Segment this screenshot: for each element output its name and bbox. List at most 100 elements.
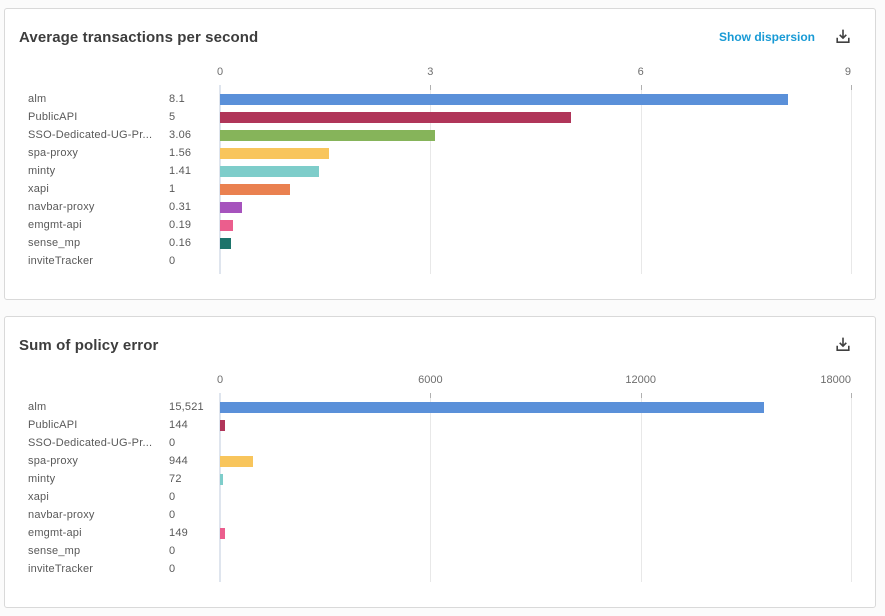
download-button[interactable] xyxy=(833,335,853,355)
dimension-label: minty xyxy=(28,165,56,177)
measure-value: 1.56 xyxy=(169,147,192,159)
chart-title: Average transactions per second xyxy=(19,28,259,46)
chart-card-avg-transactions: Average transactions per second Show dis… xyxy=(4,8,876,300)
chart-row: PublicAPI 5 xyxy=(28,108,851,126)
chart-body: 0 6000 12000 18000 alm 15,521 PublicAPI 144… xyxy=(5,374,875,582)
bar[interactable] xyxy=(220,129,435,141)
plot-region: 0 6000 12000 18000 alm 15,521 PublicAPI 144… xyxy=(28,374,852,582)
dimension-label: xapi xyxy=(28,183,49,195)
dimension-label: alm xyxy=(28,401,47,413)
axis-tickmark xyxy=(640,85,642,90)
x-tick-label: 6 xyxy=(637,66,644,78)
x-tick-label: 0 xyxy=(216,374,224,386)
header-actions xyxy=(833,335,853,355)
chart-row: inviteTracker 0 xyxy=(28,560,851,578)
chart-row: inviteTracker 0 xyxy=(28,252,851,270)
dimension-label: sense_mp xyxy=(28,237,81,249)
bar[interactable] xyxy=(220,455,254,467)
bar-track xyxy=(220,219,851,231)
bar-track xyxy=(220,111,851,123)
bar[interactable] xyxy=(220,473,223,485)
bar[interactable] xyxy=(220,419,226,431)
bar[interactable] xyxy=(220,183,291,195)
dimension-label: SSO-Dedicated-UG-Pr... xyxy=(28,129,153,141)
bar-track xyxy=(220,256,851,267)
grid-overlay xyxy=(219,85,852,274)
chart-row: navbar-proxy 0 xyxy=(28,506,851,524)
bar-track xyxy=(220,401,851,413)
bar[interactable] xyxy=(220,219,234,231)
bar-track xyxy=(220,129,851,141)
download-icon xyxy=(834,27,852,48)
dimension-label: navbar-proxy xyxy=(28,201,95,213)
chart-row: SSO-Dedicated-UG-Pr... 0 xyxy=(28,434,851,452)
bar[interactable] xyxy=(220,201,242,213)
dimension-label: inviteTracker xyxy=(28,563,94,575)
x-tick-label: 9 xyxy=(844,66,851,78)
gridline xyxy=(430,85,432,274)
bar[interactable] xyxy=(220,147,330,159)
bar-track xyxy=(220,438,851,449)
show-dispersion-link[interactable]: Show dispersion xyxy=(718,30,815,44)
chart-header: Sum of policy error xyxy=(5,317,875,356)
measure-value: 0 xyxy=(169,509,176,521)
chart-row: spa-proxy 1.56 xyxy=(28,144,851,162)
chart-row: xapi 0 xyxy=(28,488,851,506)
header-actions: Show dispersion xyxy=(719,27,853,47)
dimension-label: PublicAPI xyxy=(28,111,78,123)
dimension-label: PublicAPI xyxy=(28,419,78,431)
chart-body: 0 3 6 9 alm 8.1 PublicAPI 5 SSO-Dedicated-U… xyxy=(5,66,875,274)
bar-track xyxy=(220,564,851,575)
gridline xyxy=(640,85,642,274)
bar[interactable] xyxy=(220,527,226,539)
axis-baseline xyxy=(219,85,221,274)
x-tick-label: 12000 xyxy=(625,374,656,386)
axis-tickmark xyxy=(851,393,852,398)
bar-track xyxy=(220,455,851,467)
bar-track xyxy=(220,165,851,177)
measure-value: 72 xyxy=(169,473,182,485)
chart-row: xapi 1 xyxy=(28,180,851,198)
bar-track xyxy=(220,201,851,213)
gridline xyxy=(640,393,642,582)
bar-track xyxy=(220,237,851,249)
x-axis: 0 6000 12000 18000 xyxy=(216,374,851,387)
dimension-label: inviteTracker xyxy=(28,255,94,267)
bar[interactable] xyxy=(220,401,765,413)
bar-track xyxy=(220,492,851,503)
measure-value: 8.1 xyxy=(169,93,185,105)
axis-tickmark xyxy=(851,85,852,90)
dimension-label: navbar-proxy xyxy=(28,509,95,521)
chart-row: alm 15,521 xyxy=(28,398,851,416)
measure-value: 0.19 xyxy=(169,219,192,231)
chart-row: navbar-proxy 0.31 xyxy=(28,198,851,216)
bar[interactable] xyxy=(220,93,788,105)
x-tick-label: 3 xyxy=(427,66,434,78)
bar[interactable] xyxy=(220,111,571,123)
chart-row: alm 8.1 xyxy=(28,90,851,108)
chart-header: Average transactions per second Show dis… xyxy=(5,9,875,48)
rows: alm 15,521 PublicAPI 144 SSO-Dedicated-U… xyxy=(28,398,851,578)
bar-track xyxy=(220,419,851,431)
dimension-label: sense_mp xyxy=(28,545,81,557)
download-icon xyxy=(834,335,852,356)
x-tick-label: 18000 xyxy=(820,374,851,386)
download-button[interactable] xyxy=(833,27,853,47)
measure-value: 144 xyxy=(169,419,188,431)
chart-row: minty 72 xyxy=(28,470,851,488)
measure-value: 0 xyxy=(169,563,176,575)
dimension-label: minty xyxy=(28,473,56,485)
bar[interactable] xyxy=(220,165,319,177)
gridline xyxy=(851,393,852,582)
gridline xyxy=(430,393,432,582)
measure-value: 15,521 xyxy=(169,401,204,413)
measure-value: 1 xyxy=(169,183,176,195)
measure-value: 149 xyxy=(169,527,188,539)
gridline xyxy=(851,85,852,274)
chart-row: emgmt-api 0.19 xyxy=(28,216,851,234)
bar[interactable] xyxy=(220,237,232,249)
measure-value: 0 xyxy=(169,491,176,503)
bar-track xyxy=(220,527,851,539)
chart-title: Sum of policy error xyxy=(19,336,159,354)
